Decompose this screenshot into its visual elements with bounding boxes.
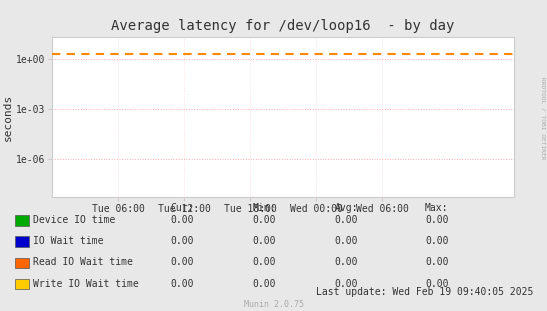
Text: Last update: Wed Feb 19 09:40:05 2025: Last update: Wed Feb 19 09:40:05 2025 xyxy=(316,287,533,297)
Text: 0.00: 0.00 xyxy=(425,215,449,225)
Text: 0.00: 0.00 xyxy=(335,236,358,246)
Text: 0.00: 0.00 xyxy=(171,258,194,267)
Text: 0.00: 0.00 xyxy=(171,215,194,225)
Text: 0.00: 0.00 xyxy=(425,279,449,289)
Text: Min:: Min: xyxy=(253,203,276,213)
Text: 0.00: 0.00 xyxy=(171,279,194,289)
Text: Max:: Max: xyxy=(425,203,449,213)
Text: 0.00: 0.00 xyxy=(425,236,449,246)
Text: Cur:: Cur: xyxy=(171,203,194,213)
Text: Avg:: Avg: xyxy=(335,203,358,213)
Text: 0.00: 0.00 xyxy=(253,279,276,289)
Text: 0.00: 0.00 xyxy=(253,258,276,267)
Text: 0.00: 0.00 xyxy=(253,236,276,246)
Text: 0.00: 0.00 xyxy=(425,258,449,267)
Title: Average latency for /dev/loop16  - by day: Average latency for /dev/loop16 - by day xyxy=(112,19,455,33)
Text: Munin 2.0.75: Munin 2.0.75 xyxy=(243,300,304,309)
Text: 0.00: 0.00 xyxy=(335,279,358,289)
Y-axis label: seconds: seconds xyxy=(3,94,13,141)
Text: Device IO time: Device IO time xyxy=(33,215,115,225)
Text: Read IO Wait time: Read IO Wait time xyxy=(33,258,133,267)
Text: IO Wait time: IO Wait time xyxy=(33,236,103,246)
Text: 0.00: 0.00 xyxy=(335,215,358,225)
Text: 0.00: 0.00 xyxy=(335,258,358,267)
Text: RRDTOOL / TOBI OETIKER: RRDTOOL / TOBI OETIKER xyxy=(541,77,546,160)
Text: 0.00: 0.00 xyxy=(171,236,194,246)
Text: 0.00: 0.00 xyxy=(253,215,276,225)
Text: Write IO Wait time: Write IO Wait time xyxy=(33,279,138,289)
